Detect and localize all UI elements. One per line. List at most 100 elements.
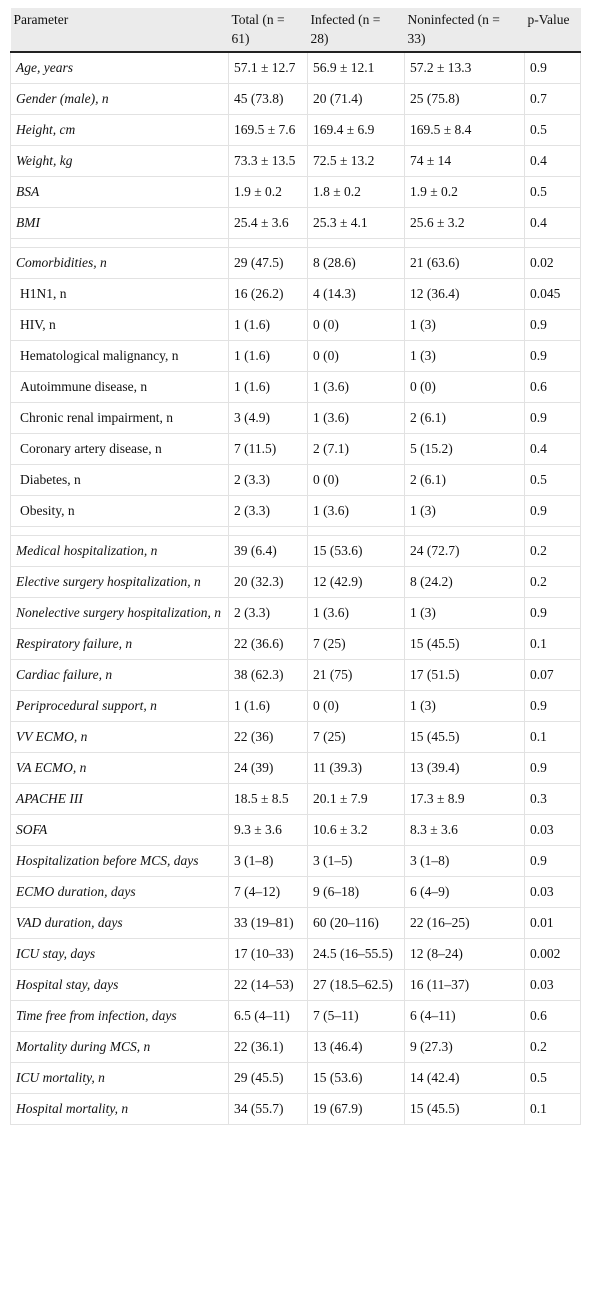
section-gap — [10, 526, 581, 536]
value-cell: 0.2 — [524, 535, 581, 567]
value-cell: 15 (45.5) — [404, 628, 525, 660]
value-cell: 0.9 — [524, 495, 581, 527]
parameter-cell: BSA — [10, 176, 229, 208]
value-cell: 0.1 — [524, 1093, 581, 1125]
value-cell: 4 (14.3) — [307, 278, 405, 310]
parameter-cell: SOFA — [10, 814, 229, 846]
gap-cell — [228, 526, 308, 536]
value-cell: 0.4 — [524, 433, 581, 465]
value-cell: 0.6 — [524, 371, 581, 403]
value-cell: 15 (53.6) — [307, 535, 405, 567]
value-cell: 39 (6.4) — [228, 535, 308, 567]
table-row: ICU mortality, n 29 (45.5) 15 (53.6) 14 (42… — [10, 1062, 581, 1094]
value-cell: 24 (39) — [228, 752, 308, 784]
value-cell: 16 (11–37) — [404, 969, 525, 1001]
parameter-cell: APACHE III — [10, 783, 229, 815]
value-cell: 2 (6.1) — [404, 402, 525, 434]
parameter-cell: H1N1, n — [10, 278, 229, 310]
value-cell: 1 (1.6) — [228, 340, 308, 372]
value-cell: 0.5 — [524, 114, 581, 146]
table-row: Elective surgery hospitalization, n 20 (3… — [10, 566, 581, 598]
value-cell: 0.03 — [524, 814, 581, 846]
value-cell: 9 (27.3) — [404, 1031, 525, 1063]
table-row: Mortality during MCS, n 22 (36.1) 13 (46.4… — [10, 1031, 581, 1063]
value-cell: 0.9 — [524, 845, 581, 877]
value-cell: 1.9 ± 0.2 — [404, 176, 525, 208]
gap-cell — [524, 526, 581, 536]
table-row: Hospital mortality, n 34 (55.7) 19 (67.9) 1… — [10, 1093, 581, 1125]
parameter-cell: Nonelective surgery hospitalization, n — [10, 597, 229, 629]
parameter-cell: Weight, kg — [10, 145, 229, 177]
table-row: Comorbidities, n 29 (47.5) 8 (28.6) 21 (63.… — [10, 247, 581, 279]
value-cell: 20.1 ± 7.9 — [307, 783, 405, 815]
value-cell: 22 (16–25) — [404, 907, 525, 939]
value-cell: 0.1 — [524, 721, 581, 753]
value-cell: 33 (19–81) — [228, 907, 308, 939]
table-row: Weight, kg 73.3 ± 13.5 72.5 ± 13.2 74 ± 14 0… — [10, 145, 581, 177]
value-cell: 1 (3.6) — [307, 371, 405, 403]
value-cell: 17 (10–33) — [228, 938, 308, 970]
value-cell: 0.9 — [524, 340, 581, 372]
value-cell: 1 (3) — [404, 340, 525, 372]
header-cell: Parameter — [10, 8, 229, 53]
value-cell: 2 (3.3) — [228, 495, 308, 527]
gap-cell — [307, 526, 405, 536]
value-cell: 0.2 — [524, 566, 581, 598]
value-cell: 11 (39.3) — [307, 752, 405, 784]
value-cell: 0.6 — [524, 1000, 581, 1032]
value-cell: 57.1 ± 12.7 — [228, 52, 308, 84]
value-cell: 1 (3) — [404, 495, 525, 527]
gap-cell — [307, 238, 405, 248]
value-cell: 10.6 ± 3.2 — [307, 814, 405, 846]
value-cell: 7 (4–12) — [228, 876, 308, 908]
value-cell: 27 (18.5–62.5) — [307, 969, 405, 1001]
value-cell: 15 (45.5) — [404, 721, 525, 753]
value-cell: 60 (20–116) — [307, 907, 405, 939]
value-cell: 25.6 ± 3.2 — [404, 207, 525, 239]
value-cell: 0.03 — [524, 876, 581, 908]
value-cell: 3 (1–8) — [404, 845, 525, 877]
parameter-cell: HIV, n — [10, 309, 229, 341]
value-cell: 0 (0) — [404, 371, 525, 403]
parameter-cell: Hospital stay, days — [10, 969, 229, 1001]
value-cell: 0.01 — [524, 907, 581, 939]
value-cell: 1 (1.6) — [228, 690, 308, 722]
value-cell: 1.8 ± 0.2 — [307, 176, 405, 208]
table-row: Age, years 57.1 ± 12.7 56.9 ± 12.1 57.2 ± 1… — [10, 52, 581, 84]
table-row: BMI 25.4 ± 3.6 25.3 ± 4.1 25.6 ± 3.2 0.4 — [10, 207, 581, 239]
value-cell: 9 (6–18) — [307, 876, 405, 908]
parameter-cell: Obesity, n — [10, 495, 229, 527]
gap-cell — [404, 526, 525, 536]
parameter-cell: Medical hospitalization, n — [10, 535, 229, 567]
value-cell: 2 (6.1) — [404, 464, 525, 496]
value-cell: 0.2 — [524, 1031, 581, 1063]
header-cell: Infected (n = 28) — [307, 8, 405, 53]
value-cell: 0.002 — [524, 938, 581, 970]
table-body: Age, years 57.1 ± 12.7 56.9 ± 12.1 57.2 ± 1… — [10, 52, 581, 1125]
value-cell: 2 (3.3) — [228, 464, 308, 496]
parameter-cell: Time free from infection, days — [10, 1000, 229, 1032]
header-cell: Noninfected (n = 33) — [404, 8, 525, 53]
value-cell: 0 (0) — [307, 340, 405, 372]
table-row: ICU stay, days 17 (10–33) 24.5 (16–55.5) 12… — [10, 938, 581, 970]
value-cell: 1 (1.6) — [228, 309, 308, 341]
data-table: Parameter Total (n = 61) Infected (n = 28)… — [10, 8, 581, 1125]
value-cell: 19 (67.9) — [307, 1093, 405, 1125]
value-cell: 1 (3.6) — [307, 402, 405, 434]
parameter-cell: VAD duration, days — [10, 907, 229, 939]
value-cell: 21 (75) — [307, 659, 405, 691]
value-cell: 7 (5–11) — [307, 1000, 405, 1032]
table-row: Gender (male), n 45 (73.8) 20 (71.4) 25 (75… — [10, 83, 581, 115]
value-cell: 16 (26.2) — [228, 278, 308, 310]
value-cell: 73.3 ± 13.5 — [228, 145, 308, 177]
value-cell: 0.5 — [524, 1062, 581, 1094]
value-cell: 0.03 — [524, 969, 581, 1001]
table-row: H1N1, n 16 (26.2) 4 (14.3) 12 (36.4) 0.045 — [10, 278, 581, 310]
gap-cell — [524, 238, 581, 248]
value-cell: 0.5 — [524, 176, 581, 208]
parameter-cell: VV ECMO, n — [10, 721, 229, 753]
value-cell: 13 (46.4) — [307, 1031, 405, 1063]
